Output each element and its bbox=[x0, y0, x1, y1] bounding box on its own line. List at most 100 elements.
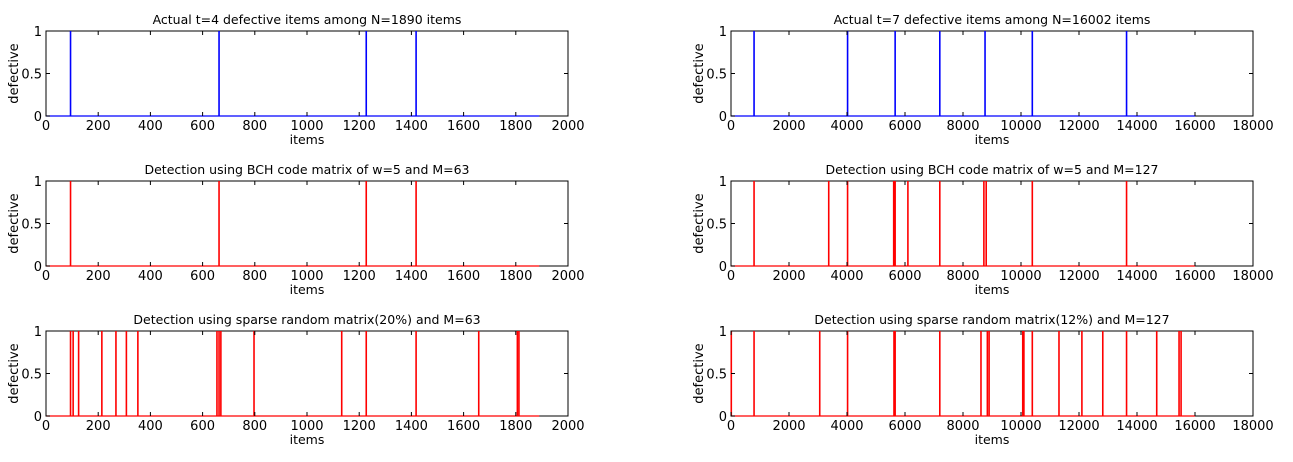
x-tick-label: 4000 bbox=[830, 119, 863, 134]
y-tick-label: 0.5 bbox=[706, 68, 727, 83]
y-tick-label: 0.5 bbox=[21, 368, 42, 383]
x-tick-label: 1400 bbox=[395, 119, 428, 134]
x-tick-label: 1600 bbox=[447, 419, 480, 434]
x-tick-label: 12000 bbox=[1058, 119, 1099, 134]
x-tick-label: 2000 bbox=[772, 119, 805, 134]
y-axis-label: defective bbox=[692, 343, 707, 403]
x-tick-label: 18000 bbox=[1232, 269, 1273, 284]
x-tick-label: 400 bbox=[138, 119, 163, 134]
x-tick-label: 16000 bbox=[1174, 119, 1215, 134]
y-tick-label: 1 bbox=[719, 25, 727, 40]
chart-title: Actual t=7 defective items among N=16002… bbox=[834, 12, 1151, 27]
x-tick-label: 1200 bbox=[343, 119, 376, 134]
x-tick-label: 0 bbox=[42, 119, 50, 134]
y-tick-label: 1 bbox=[34, 325, 42, 340]
x-tick-label: 1400 bbox=[395, 419, 428, 434]
x-tick-label: 10000 bbox=[1000, 119, 1041, 134]
x-tick-label: 400 bbox=[138, 419, 163, 434]
y-tick-label: 0.5 bbox=[21, 68, 42, 83]
x-tick-label: 600 bbox=[190, 419, 215, 434]
plot-area bbox=[730, 330, 1254, 417]
x-tick-label: 1600 bbox=[447, 119, 480, 134]
x-axis-label: items bbox=[290, 132, 325, 147]
x-tick-label: 1800 bbox=[499, 269, 532, 284]
x-tick-label: 4000 bbox=[830, 419, 863, 434]
chart-title: Actual t=4 defective items among N=1890 … bbox=[153, 12, 462, 27]
x-tick-label: 2000 bbox=[772, 269, 805, 284]
y-tick-label: 1 bbox=[34, 175, 42, 190]
y-axis-label: defective bbox=[7, 343, 22, 403]
x-tick-label: 16000 bbox=[1174, 269, 1215, 284]
x-axis-label: items bbox=[290, 282, 325, 297]
x-axis-label: items bbox=[290, 432, 325, 447]
x-tick-label: 2000 bbox=[772, 419, 805, 434]
x-tick-label: 1600 bbox=[447, 269, 480, 284]
x-tick-label: 200 bbox=[86, 419, 111, 434]
x-tick-label: 10000 bbox=[1000, 269, 1041, 284]
x-tick-label: 600 bbox=[190, 119, 215, 134]
y-tick-label: 0.5 bbox=[706, 368, 727, 383]
x-tick-label: 2000 bbox=[551, 119, 584, 134]
chart-panel-4: 0 2000 4000 6000 8000 10000 12000 14000 16000 180… bbox=[692, 162, 1274, 297]
y-axis-label: defective bbox=[692, 193, 707, 253]
y-tick-label: 1 bbox=[34, 25, 42, 40]
x-tick-label: 0 bbox=[727, 119, 735, 134]
x-tick-label: 0 bbox=[727, 269, 735, 284]
plot-area bbox=[45, 330, 569, 417]
x-tick-label: 4000 bbox=[830, 269, 863, 284]
x-tick-label: 14000 bbox=[1116, 419, 1157, 434]
x-tick-label: 1000 bbox=[290, 419, 323, 434]
plot-area bbox=[45, 180, 569, 267]
chart-title: Detection using BCH code matrix of w=5 a… bbox=[144, 162, 469, 177]
y-tick-label: 0 bbox=[34, 260, 42, 275]
x-tick-label: 6000 bbox=[888, 119, 921, 134]
x-tick-label: 6000 bbox=[888, 419, 921, 434]
y-tick-label: 0 bbox=[719, 410, 727, 425]
x-axis-label: items bbox=[975, 282, 1010, 297]
plot-area bbox=[730, 180, 1254, 267]
x-tick-label: 800 bbox=[242, 419, 267, 434]
x-tick-label: 1000 bbox=[290, 119, 323, 134]
x-axis-label: items bbox=[975, 432, 1010, 447]
y-axis-label: defective bbox=[7, 43, 22, 103]
chart-panel-6: 0 2000 4000 6000 8000 10000 12000 14000 16000 180… bbox=[692, 312, 1274, 447]
y-axis-label: defective bbox=[692, 43, 707, 103]
x-tick-label: 1400 bbox=[395, 269, 428, 284]
chart-title: Detection using sparse random matrix(12%… bbox=[814, 312, 1169, 327]
x-tick-label: 14000 bbox=[1116, 269, 1157, 284]
x-tick-label: 8000 bbox=[946, 419, 979, 434]
x-tick-label: 200 bbox=[86, 119, 111, 134]
x-tick-label: 600 bbox=[190, 269, 215, 284]
y-tick-label: 0.5 bbox=[21, 218, 42, 233]
x-tick-label: 800 bbox=[242, 269, 267, 284]
chart-panel-5: 0 200 400 600 800 1000 1200 1400 1600 1800 2000 0 0.… bbox=[7, 312, 585, 447]
chart-title: Detection using sparse random matrix(20%… bbox=[133, 312, 480, 327]
x-tick-label: 2000 bbox=[551, 419, 584, 434]
plot-area bbox=[45, 30, 569, 117]
x-tick-label: 1200 bbox=[343, 419, 376, 434]
y-tick-label: 0 bbox=[719, 110, 727, 125]
plot-area bbox=[730, 30, 1254, 117]
x-tick-label: 18000 bbox=[1232, 119, 1273, 134]
x-tick-label: 12000 bbox=[1058, 269, 1099, 284]
y-tick-label: 0.5 bbox=[706, 218, 727, 233]
x-tick-label: 6000 bbox=[888, 269, 921, 284]
x-tick-label: 400 bbox=[138, 269, 163, 284]
chart-panel-2: 0 2000 4000 6000 8000 10000 12000 14000 16000 180… bbox=[692, 12, 1274, 147]
x-tick-label: 8000 bbox=[946, 269, 979, 284]
x-tick-label: 18000 bbox=[1232, 419, 1273, 434]
y-tick-label: 1 bbox=[719, 175, 727, 190]
y-axis-label: defective bbox=[7, 193, 22, 253]
y-tick-label: 0 bbox=[34, 410, 42, 425]
x-tick-label: 0 bbox=[42, 269, 50, 284]
x-tick-label: 1800 bbox=[499, 119, 532, 134]
chart-panel-1: 0 200 400 600 800 1000 1200 1400 1600 1800 2000 0 0.… bbox=[7, 12, 585, 147]
x-tick-label: 0 bbox=[42, 419, 50, 434]
x-tick-label: 14000 bbox=[1116, 119, 1157, 134]
x-tick-label: 0 bbox=[727, 419, 735, 434]
x-tick-label: 8000 bbox=[946, 119, 979, 134]
x-tick-label: 1200 bbox=[343, 269, 376, 284]
x-axis-label: items bbox=[975, 132, 1010, 147]
x-tick-label: 2000 bbox=[551, 269, 584, 284]
x-tick-label: 1000 bbox=[290, 269, 323, 284]
